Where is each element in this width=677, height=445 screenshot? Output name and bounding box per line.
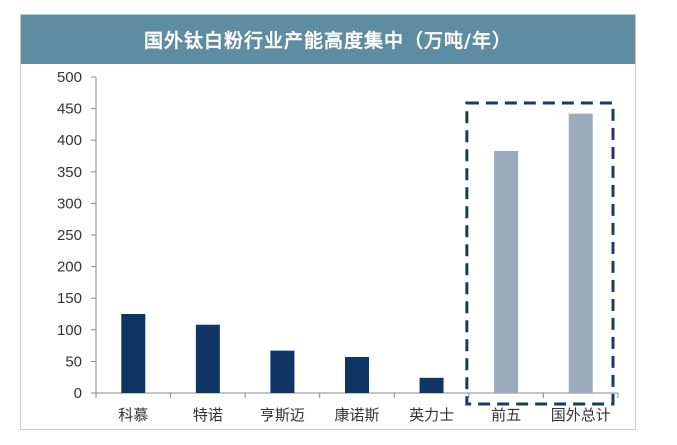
y-tick-label: 300 (57, 195, 82, 212)
y-tick-label: 200 (57, 259, 82, 276)
x-tick-label: 英力士 (409, 406, 454, 424)
title-bar: 国外钛白粉行业产能高度集中（万吨/年） (21, 15, 635, 64)
y-tick-label: 400 (57, 132, 82, 149)
x-tick-label: 亨斯迈 (260, 406, 305, 424)
highlight-box (465, 101, 615, 406)
x-tick-label: 科慕 (118, 406, 148, 424)
bar (494, 150, 519, 393)
y-tick-label: 350 (57, 164, 82, 181)
y-tick-label: 100 (57, 322, 82, 339)
y-tick-label: 250 (57, 227, 82, 244)
x-tick-label: 国外总计 (551, 406, 611, 424)
y-tick-label: 500 (57, 69, 82, 86)
chart-title: 国外钛白粉行业产能高度集中（万吨/年） (144, 30, 512, 52)
x-tick-label: 前五 (491, 406, 521, 424)
y-tick-label: 150 (57, 290, 82, 307)
bar (121, 314, 146, 393)
bar (195, 324, 220, 393)
y-tick-label: 450 (57, 101, 82, 118)
y-tick-label: 50 (65, 353, 82, 370)
y-tick-label: 0 (74, 385, 82, 402)
x-tick-label: 特诺 (193, 406, 223, 424)
x-tick-label: 康诺斯 (334, 406, 379, 424)
bar (345, 356, 369, 393)
bar (419, 377, 444, 393)
bar (568, 113, 593, 393)
bar (270, 350, 295, 393)
